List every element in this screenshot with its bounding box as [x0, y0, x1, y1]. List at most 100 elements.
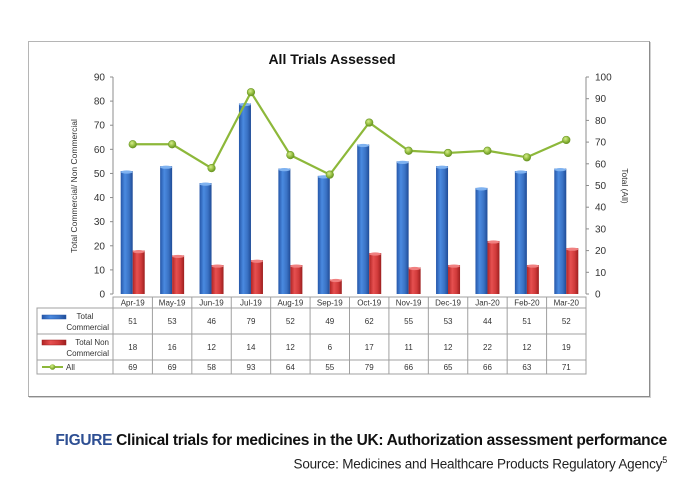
legend-swatch-total-non-commercial: [41, 339, 67, 346]
bar-total-non-commercial: [211, 265, 224, 294]
bar-cap-total-commercial: [396, 160, 409, 164]
bar-total-commercial: [317, 175, 330, 294]
left-axis: 0 10 20 30 40 50 60 70 80 90: [94, 73, 114, 301]
table-value-cell: 79: [247, 317, 256, 326]
left-tick-label: 20: [94, 241, 106, 252]
bar-total-commercial: [514, 171, 527, 294]
left-tick-label: 30: [94, 217, 106, 228]
table-value-cell: 52: [286, 317, 295, 326]
line-point-all: [246, 88, 256, 97]
table-value-cell: 11: [404, 343, 413, 352]
legend-swatch-total-commercial: [41, 314, 67, 320]
right-tick-label: 90: [595, 94, 607, 105]
left-tick-label: 50: [94, 169, 106, 180]
bar-total-commercial: [396, 161, 409, 294]
line-point-all: [443, 148, 453, 158]
left-tick-label: 10: [94, 265, 106, 276]
bar-total-commercial: [554, 168, 567, 294]
bar-total-commercial: [120, 171, 133, 294]
line-point-all: [325, 170, 334, 179]
table-value-cell: 69: [168, 363, 177, 372]
left-tick-label: 40: [94, 193, 106, 204]
table-value-cell: 44: [483, 317, 492, 326]
bar-total-non-commercial: [290, 265, 303, 294]
line-all: [132, 89, 567, 177]
bar-cap-total-commercial: [554, 168, 567, 172]
table-value-cell: 58: [207, 363, 216, 372]
table-value-cell: 12: [286, 343, 295, 352]
bar-total-non-commercial: [369, 253, 382, 294]
table-value-cell: 55: [404, 317, 413, 326]
line-point-all: [483, 146, 492, 155]
table-header-cell: Apr-19: [121, 299, 146, 308]
left-tick-label: 80: [94, 97, 106, 108]
legend-label-total-commercial-line2: Commercial: [66, 323, 109, 332]
right-tick-label: 0: [595, 290, 601, 301]
figure-source-text: Source: Medicines and Healthcare Product…: [293, 456, 663, 472]
table-value-cell: 63: [522, 363, 531, 372]
bar-total-non-commercial: [487, 240, 500, 294]
bars: [120, 102, 579, 295]
table-value-cell: 51: [128, 317, 137, 326]
legend-label-total-non-commercial-line2: Commercial: [66, 349, 109, 358]
legend-swatch-all-dot: [49, 364, 56, 370]
right-tick-label: 100: [595, 73, 612, 84]
table-value-cell: 49: [325, 317, 334, 326]
bar-cap-total-non-commercial: [487, 240, 500, 244]
bar-cap-total-non-commercial: [329, 278, 342, 283]
table-header-cell: May-19: [159, 299, 186, 308]
bar-cap-total-non-commercial: [290, 264, 303, 268]
bar-total-non-commercial: [526, 265, 539, 294]
left-tick-label: 60: [94, 145, 106, 156]
bar-total-non-commercial: [250, 260, 263, 294]
line-point-all: [286, 151, 295, 160]
bar-total-commercial: [475, 187, 488, 294]
table-value-cell: 53: [168, 317, 177, 326]
chart-title: All Trials Assessed: [268, 51, 395, 67]
table-header-cell: Oct-19: [357, 299, 382, 308]
table-header-cell: Jun-19: [199, 299, 224, 308]
bar-total-non-commercial: [329, 279, 342, 294]
data-table: Apr-19 May-19 Jun-19 Jul-19 Aug-19 Sep-19 Oct-…: [36, 296, 587, 375]
table-value-cell: 64: [286, 363, 295, 372]
bar-cap-total-non-commercial: [172, 254, 185, 259]
table-value-cell: 79: [365, 363, 374, 372]
bar-cap-total-commercial: [357, 143, 370, 148]
bar-total-non-commercial: [408, 267, 421, 294]
figure-caption-text: Clinical trials for medicines in the UK:…: [112, 432, 667, 449]
line-point-all: [168, 140, 177, 149]
table-value-cell: 12: [444, 343, 453, 352]
bar-cap-total-commercial: [514, 170, 527, 174]
table-value-cell: 71: [562, 363, 571, 372]
table-value-cell: 52: [562, 317, 571, 326]
bar-total-commercial: [199, 183, 212, 294]
table-value-cell: 69: [128, 363, 137, 372]
bar-cap-total-non-commercial: [211, 264, 224, 268]
right-tick-label: 50: [595, 181, 607, 192]
table-value-cell: 53: [444, 317, 453, 326]
bar-cap-total-non-commercial: [408, 266, 421, 271]
chart: All Trials Assessed 0102030405060708090 …: [36, 51, 630, 375]
table-value-cell: 6: [328, 343, 333, 352]
line-series: [128, 88, 571, 179]
table-value-cell: 62: [365, 317, 374, 326]
bar-cap-total-commercial: [278, 168, 291, 172]
figure-source: Source: Medicines and Healthcare Product…: [293, 455, 668, 472]
table-value-cell: 93: [247, 363, 256, 372]
legend-label-all: All: [66, 363, 75, 372]
right-axis: 0 10 20 30 40 50 60 70 80 90 100: [585, 73, 612, 301]
right-tick-label: 60: [595, 159, 607, 170]
bar-total-non-commercial: [566, 248, 579, 294]
bar-cap-total-commercial: [475, 187, 488, 191]
bar-cap-total-commercial: [436, 165, 449, 169]
table-header-cell: Jul-19: [240, 299, 262, 308]
table-value-cell: 66: [404, 363, 413, 372]
right-tick-label: 20: [595, 246, 607, 257]
table-value-cell: 16: [168, 343, 177, 352]
left-tick-label: 90: [94, 73, 106, 84]
bar-cap-total-non-commercial: [448, 264, 461, 268]
left-tick-label: 0: [99, 290, 105, 301]
figure-source-footnote: 5: [662, 455, 667, 465]
table-header-cell: Mar-20: [554, 299, 580, 308]
right-tick-label: 30: [595, 224, 607, 235]
